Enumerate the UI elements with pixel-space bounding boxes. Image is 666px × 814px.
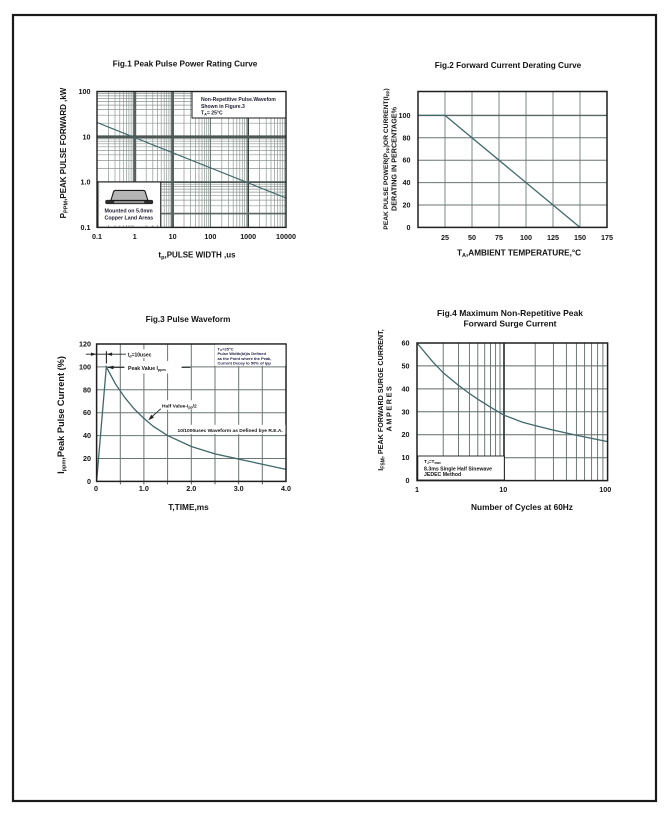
svg-text:Mounted on 5.0mm: Mounted on 5.0mm (105, 209, 154, 215)
svg-text:Fig.1 Peak Pulse Power Rating: Fig.1 Peak Pulse Power Rating Curve (113, 60, 258, 69)
svg-text:0: 0 (87, 477, 91, 486)
svg-text:T,TIME,ms: T,TIME,ms (168, 502, 209, 512)
svg-text:100: 100 (399, 111, 411, 120)
svg-text:Copper Land Areas: Copper Land Areas (105, 216, 154, 222)
svg-text:10: 10 (83, 132, 91, 141)
svg-text:Pulse Width(td)is Defined: Pulse Width(td)is Defined (218, 351, 267, 356)
svg-text:0.1: 0.1 (81, 223, 91, 232)
svg-text:80: 80 (403, 133, 411, 142)
svg-text:175: 175 (601, 233, 613, 242)
svg-text:10: 10 (402, 453, 410, 462)
svg-text:TA,AMBIENT TEMPERATURE,°C: TA,AMBIENT TEMPERATURE,°C (457, 249, 581, 260)
svg-text:120: 120 (79, 340, 91, 349)
svg-text:DERATING IN PERCENTAGE%: DERATING IN PERCENTAGE% (390, 106, 399, 211)
svg-text:20: 20 (402, 430, 410, 439)
svg-text:IFSM, PEAK FORWARD SURGE CURRE: IFSM, PEAK FORWARD SURGE CURRENT, (376, 329, 386, 470)
svg-text:AMPERES: AMPERES (385, 385, 394, 432)
svg-text:Half Value-Ipp/2: Half Value-Ipp/2 (162, 404, 197, 410)
svg-text:Current Decay to 50% of Ipp: Current Decay to 50% of Ipp (218, 360, 272, 365)
svg-text:25: 25 (441, 233, 449, 242)
svg-text:60: 60 (402, 339, 410, 348)
svg-text:Peak Value Ippm: Peak Value Ippm (128, 366, 167, 372)
svg-text:10000: 10000 (276, 232, 296, 241)
svg-text:40: 40 (83, 431, 91, 440)
svg-text:0: 0 (406, 476, 410, 485)
svg-text:3.0: 3.0 (234, 484, 244, 493)
svg-text:50: 50 (402, 361, 410, 370)
svg-text:td=10usec: td=10usec (128, 353, 152, 359)
svg-text:10: 10 (499, 485, 507, 494)
svg-text:75: 75 (495, 233, 503, 242)
svg-text:TA=25°C: TA=25°C (218, 346, 234, 352)
svg-text:Shown in Figure.3: Shown in Figure.3 (201, 104, 245, 110)
svg-text:Non-Repetitive Pulse.Wavefom: Non-Repetitive Pulse.Wavefom (201, 97, 276, 103)
svg-text:1: 1 (415, 485, 419, 494)
svg-text:4.0: 4.0 (281, 484, 291, 493)
svg-text:10/1000usec Waveform as Defin: 10/1000usec Waveform as Defined bye R.E.… (178, 428, 284, 434)
svg-text:0: 0 (94, 484, 98, 493)
svg-text:Number of Cycles at 60Hz: Number of Cycles at 60Hz (471, 502, 573, 512)
svg-text:Forward Surge Current: Forward Surge Current (463, 319, 556, 329)
svg-text:100: 100 (204, 232, 216, 241)
svg-text:60: 60 (403, 156, 411, 165)
svg-text:Fig.2 Forward Current Deratin: Fig.2 Forward Current Derating Curve (435, 61, 582, 70)
svg-text:Fig.3 Pulse Waveform: Fig.3 Pulse Waveform (146, 315, 231, 324)
svg-text:as the Point where the Peak,: as the Point where the Peak, (218, 356, 272, 361)
svg-text:PEAK PULSE POWER(PPP)OR CURREN: PEAK PULSE POWER(PPP)OR CURRENT(IPP) (383, 88, 390, 229)
svg-text:60: 60 (83, 408, 91, 417)
svg-text:1.0: 1.0 (139, 484, 149, 493)
svg-text:Ippm,Peak Pulse Current (%): Ippm,Peak Pulse Current (%) (56, 356, 67, 474)
svg-text:40: 40 (402, 384, 410, 393)
svg-text:0: 0 (407, 223, 411, 232)
svg-text:100: 100 (79, 87, 91, 96)
svg-text:JEDEC Method: JEDEC Method (424, 472, 461, 478)
svg-text:100: 100 (79, 362, 91, 371)
svg-text:80: 80 (83, 385, 91, 394)
svg-text:10: 10 (169, 232, 177, 241)
svg-text:20: 20 (83, 454, 91, 463)
svg-text:PPPM,PEAK PULSE FORWARD ,kW: PPPM,PEAK PULSE FORWARD ,kW (59, 87, 70, 218)
svg-text:1.0: 1.0 (81, 178, 91, 187)
svg-text:30: 30 (402, 407, 410, 416)
svg-text:Fig.4 Maximum Non-Repetitive: Fig.4 Maximum Non-Repetitive Peak (437, 308, 583, 318)
svg-text:40: 40 (403, 178, 411, 187)
svg-text:TA= 25°C: TA= 25°C (201, 110, 223, 116)
svg-text:50: 50 (468, 233, 476, 242)
svg-text:8.3ms Single Half Sinewave: 8.3ms Single Half Sinewave (424, 466, 492, 472)
svg-text:tp,PULSE WIDTH ,us: tp,PULSE WIDTH ,us (158, 251, 236, 262)
svg-text:20: 20 (403, 201, 411, 210)
svg-text:100: 100 (520, 233, 532, 242)
svg-text:0.1: 0.1 (92, 232, 102, 241)
svg-text:1: 1 (133, 232, 137, 241)
svg-text:1000: 1000 (240, 232, 256, 241)
svg-text:2.0: 2.0 (186, 484, 196, 493)
svg-text:TJ=Tmax: TJ=Tmax (424, 459, 441, 465)
svg-text:150: 150 (574, 233, 586, 242)
svg-text:100: 100 (599, 485, 611, 494)
svg-text:125: 125 (547, 233, 559, 242)
